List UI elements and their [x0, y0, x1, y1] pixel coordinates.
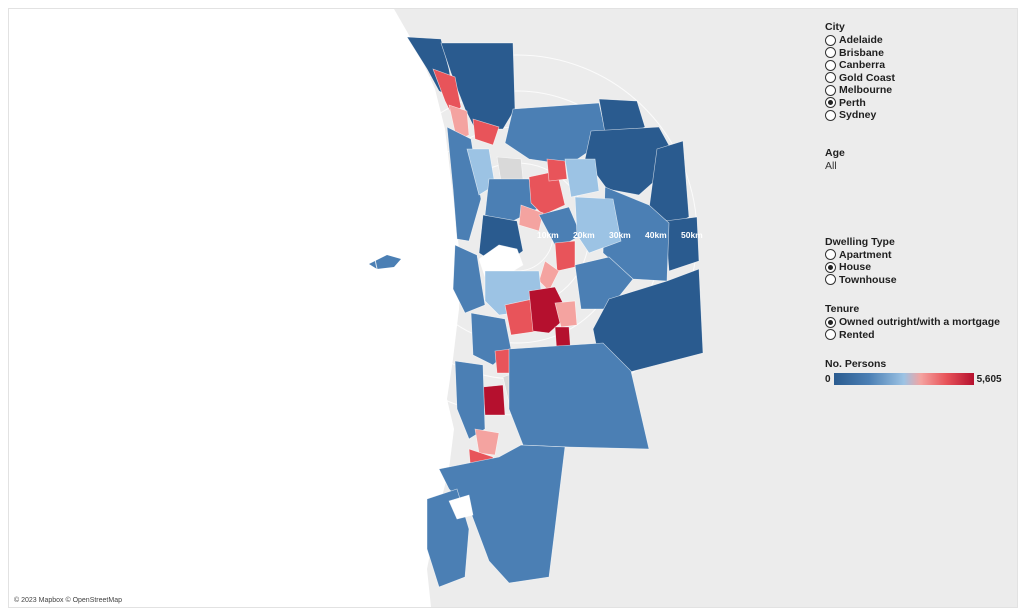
ring-label-50km: 50km: [681, 230, 703, 240]
region-red-east: [554, 240, 576, 272]
map-frame: 10km 20km 30km 40km 50km © 2023 Mapbox ©…: [8, 8, 1018, 608]
map-attribution[interactable]: © 2023 Mapbox © OpenStreetMap: [14, 597, 122, 604]
region-south-wide: [508, 342, 650, 450]
ring-label-20km: 20km: [573, 230, 595, 240]
city-option[interactable]: Adelaide: [825, 34, 1015, 47]
tenure-option[interactable]: Owned outright/with a mortgage: [825, 316, 1015, 329]
tenure-filter: Tenure Owned outright/with a mortgage Ren…: [825, 303, 1015, 341]
dwelling-filter: Dwelling Type Apartment House Townhouse: [825, 236, 1015, 287]
radio-unchecked-icon[interactable]: [825, 84, 836, 96]
radio-unchecked-icon[interactable]: [825, 47, 836, 59]
tenure-option[interactable]: Rented: [825, 329, 1015, 342]
region-lightblue-ne: [564, 158, 600, 198]
city-option[interactable]: Brisbane: [825, 47, 1015, 60]
ring-label-30km: 30km: [609, 230, 631, 240]
tenure-option-label: Owned outright/with a mortgage: [839, 316, 1000, 329]
city-option-label: Melbourne: [839, 84, 893, 97]
legend-min: 0: [825, 373, 831, 385]
tenure-option-label: Rented: [839, 328, 875, 341]
city-option-label: Brisbane: [839, 46, 884, 59]
dwelling-option-label: Apartment: [839, 248, 892, 261]
region-red-north: [546, 158, 568, 182]
ring-label-10km: 10km: [537, 230, 559, 240]
city-option-label: Perth: [839, 96, 866, 109]
region-south-mid-blue: [452, 244, 486, 314]
age-filter: Age All: [825, 147, 1015, 173]
region-pink-1: [518, 204, 544, 232]
dwelling-option[interactable]: Apartment: [825, 249, 1015, 262]
region-pink-coast: [474, 428, 500, 456]
radio-checked-icon[interactable]: [825, 316, 836, 328]
dwelling-option[interactable]: Townhouse: [825, 274, 1015, 287]
region-coast-red-2: [448, 104, 470, 142]
island: [369, 255, 401, 269]
region-north-red: [472, 118, 500, 146]
city-option-label: Adelaide: [839, 34, 883, 47]
city-option-label: Sydney: [839, 109, 877, 122]
radio-unchecked-icon[interactable]: [825, 329, 836, 341]
city-option[interactable]: Melbourne: [825, 84, 1015, 97]
ring-label-40km: 40km: [645, 230, 667, 240]
radio-unchecked-icon[interactable]: [825, 274, 836, 286]
region-lightblue-c: [574, 196, 622, 254]
radio-unchecked-icon[interactable]: [825, 72, 836, 84]
city-option[interactable]: Canberra: [825, 59, 1015, 72]
city-option[interactable]: Gold Coast: [825, 72, 1015, 85]
radio-unchecked-icon[interactable]: [825, 59, 836, 71]
filter-panel: City Adelaide Brisbane Canberra Gold Coast M…: [825, 21, 1015, 385]
legend-max: 5,605: [976, 373, 1002, 385]
choropleth-map[interactable]: 10km 20km 30km 40km 50km: [9, 9, 1017, 607]
city-filter: City Adelaide Brisbane Canberra Gold Coast M…: [825, 21, 1015, 122]
dwelling-filter-title: Dwelling Type: [825, 235, 895, 248]
radio-unchecked-icon[interactable]: [825, 109, 836, 121]
age-filter-title: Age: [825, 146, 845, 159]
region-southeast-big: [592, 268, 704, 380]
radio-checked-icon[interactable]: [825, 261, 836, 273]
dwelling-option-label: Townhouse: [839, 273, 897, 286]
city-option[interactable]: Perth: [825, 97, 1015, 110]
dwelling-option-label: House: [839, 261, 872, 274]
legend-title: No. Persons: [825, 358, 887, 370]
radio-unchecked-icon[interactable]: [825, 34, 836, 46]
region-pink-3: [554, 300, 578, 328]
suburb-regions[interactable]: [406, 36, 704, 588]
radio-checked-icon[interactable]: [825, 97, 836, 109]
dwelling-option[interactable]: House: [825, 261, 1015, 274]
radio-unchecked-icon[interactable]: [825, 249, 836, 261]
tenure-filter-title: Tenure: [825, 303, 860, 315]
ring-labels: 10km 20km 30km 40km 50km: [537, 230, 703, 240]
city-option[interactable]: Sydney: [825, 109, 1015, 122]
region-darkred-far: [482, 384, 506, 416]
age-filter-value[interactable]: All: [825, 159, 837, 172]
region-darkred-belt: [528, 286, 570, 334]
city-option-label: Canberra: [839, 59, 886, 72]
region-estuary: [448, 494, 474, 520]
city-option-label: Gold Coast: [839, 71, 896, 84]
region-grey-1: [496, 156, 524, 182]
city-filter-title: City: [825, 21, 845, 33]
color-legend: No. Persons 0 5,605: [825, 358, 1015, 385]
region-east-strip: [664, 216, 700, 272]
legend-gradient: [833, 373, 974, 385]
